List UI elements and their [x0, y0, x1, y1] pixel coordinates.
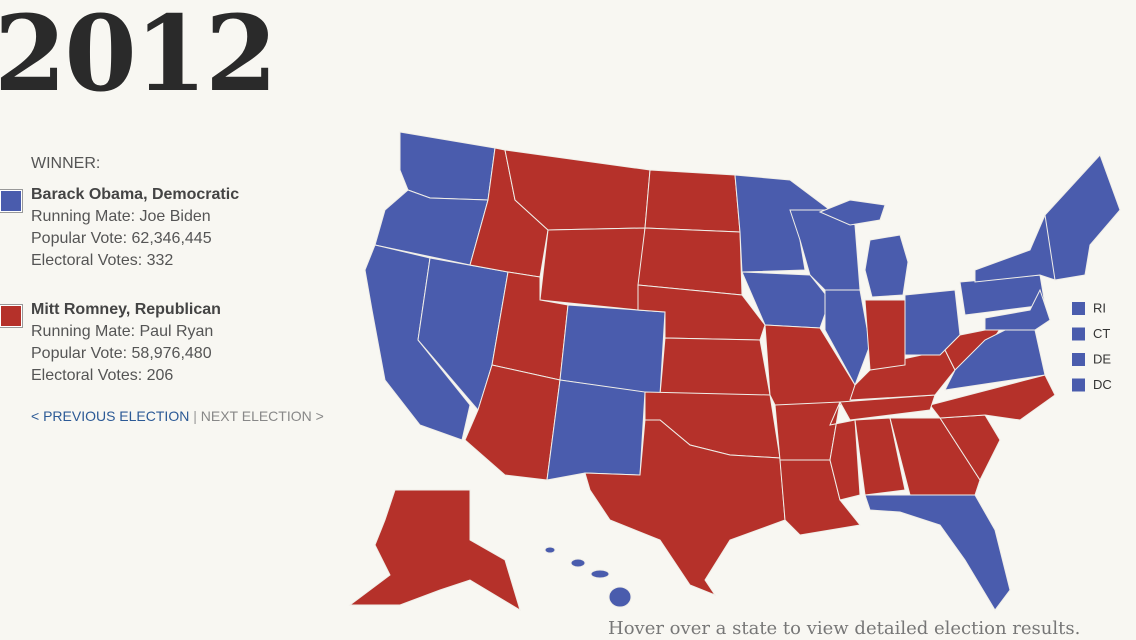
running-mate: Running Mate: Paul Ryan	[31, 323, 214, 340]
color-swatch	[0, 190, 22, 212]
state[interactable]	[854, 417, 906, 496]
state[interactable]	[818, 199, 886, 226]
state[interactable]	[734, 174, 831, 273]
small-state-swatch[interactable]	[1072, 302, 1085, 315]
running-mate: Running Mate: Joe Biden	[31, 208, 211, 225]
candidate: Barack Obama, Democratic Running Mate: J…	[0, 184, 239, 272]
separator: |	[193, 408, 197, 424]
state[interactable]	[544, 546, 556, 554]
electoral-votes: Electoral Votes: 206	[31, 367, 174, 384]
footer-hint: Hover over a state to view detailed elec…	[608, 618, 1081, 639]
state[interactable]	[546, 379, 646, 481]
state[interactable]	[608, 586, 632, 608]
small-state-swatch[interactable]	[1072, 353, 1085, 366]
next-link[interactable]: NEXT ELECTION >	[200, 408, 324, 424]
small-state-legend: RI CT DE DC	[1072, 300, 1112, 392]
state[interactable]	[774, 401, 841, 461]
state[interactable]	[1044, 154, 1121, 281]
state[interactable]	[864, 494, 1011, 611]
states[interactable]	[348, 131, 1121, 612]
election-nav: < PREVIOUS ELECTION | NEXT ELECTION >	[31, 408, 324, 424]
winner-label: WINNER:	[31, 155, 101, 172]
state[interactable]	[590, 569, 610, 579]
small-state-swatch[interactable]	[1072, 378, 1085, 392]
state[interactable]	[889, 417, 981, 496]
popular-vote: Popular Vote: 58,976,480	[31, 345, 212, 362]
electoral-votes: Electoral Votes: 332	[31, 252, 174, 269]
state[interactable]	[584, 419, 786, 597]
state[interactable]	[864, 299, 906, 371]
candidate-name: Mitt Romney, Republican	[31, 301, 221, 318]
candidate: Mitt Romney, Republican Running Mate: Pa…	[0, 299, 221, 387]
candidate-name: Barack Obama, Democratic	[31, 186, 240, 203]
state[interactable]	[539, 227, 646, 311]
state[interactable]	[864, 234, 909, 298]
small-state-label: CT	[1093, 326, 1110, 341]
state[interactable]	[644, 169, 741, 233]
state[interactable]	[824, 289, 871, 387]
popular-vote: Popular Vote: 62,346,445	[31, 230, 212, 247]
small-state-label: RI	[1093, 300, 1106, 315]
color-swatch	[0, 305, 22, 327]
small-state-label: DC	[1093, 377, 1112, 392]
state[interactable]	[659, 337, 771, 396]
small-state-swatch[interactable]	[1072, 327, 1085, 341]
state[interactable]	[348, 489, 521, 612]
small-state-label: DE	[1093, 351, 1111, 366]
state[interactable]	[637, 227, 743, 296]
state[interactable]	[399, 131, 496, 201]
state[interactable]	[559, 304, 666, 396]
state[interactable]	[570, 558, 586, 568]
previous-link[interactable]: < PREVIOUS ELECTION	[31, 408, 190, 424]
year-title: 2012	[0, 0, 277, 115]
state[interactable]	[984, 288, 1051, 331]
